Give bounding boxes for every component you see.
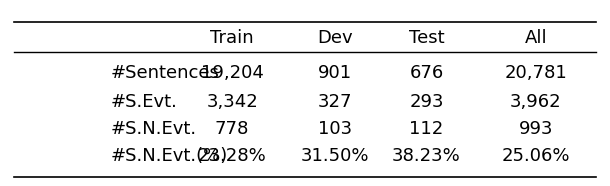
Text: 993: 993 <box>518 120 553 138</box>
Text: 112: 112 <box>409 120 443 138</box>
Text: 778: 778 <box>215 120 249 138</box>
Text: 23.28%: 23.28% <box>198 147 267 165</box>
Text: Test: Test <box>409 29 444 47</box>
Text: 293: 293 <box>409 93 443 111</box>
Text: 25.06%: 25.06% <box>501 147 570 165</box>
Text: #Sentences: #Sentences <box>110 64 220 82</box>
Text: 38.23%: 38.23% <box>392 147 461 165</box>
Text: 676: 676 <box>409 64 443 82</box>
Text: 19,204: 19,204 <box>201 64 264 82</box>
Text: 901: 901 <box>318 64 353 82</box>
Text: #S.N.Evt.(%): #S.N.Evt.(%) <box>110 147 228 165</box>
Text: 327: 327 <box>318 93 353 111</box>
Text: 3,342: 3,342 <box>206 93 258 111</box>
Text: 3,962: 3,962 <box>510 93 562 111</box>
Text: Dev: Dev <box>318 29 353 47</box>
Text: 31.50%: 31.50% <box>301 147 370 165</box>
Text: #S.N.Evt.: #S.N.Evt. <box>110 120 197 138</box>
Text: 103: 103 <box>318 120 353 138</box>
Text: All: All <box>525 29 547 47</box>
Text: #S.Evt.: #S.Evt. <box>110 93 178 111</box>
Text: Train: Train <box>210 29 254 47</box>
Text: 20,781: 20,781 <box>504 64 567 82</box>
